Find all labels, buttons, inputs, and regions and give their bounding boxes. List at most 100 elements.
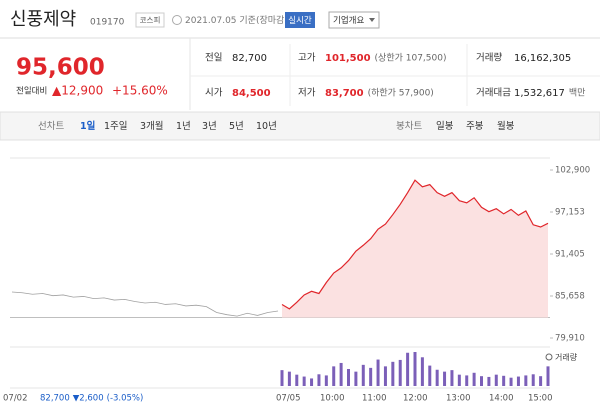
candle-tab[interactable]: 월봉 <box>497 120 515 132</box>
volume-bar <box>347 369 350 386</box>
y-tick-label: 85,658 <box>555 291 585 301</box>
realtime-button[interactable] <box>285 12 315 28</box>
volume-bar <box>406 352 410 386</box>
y-tick-label: 91,405 <box>555 250 585 260</box>
volume-bar <box>435 369 439 386</box>
candle-tab[interactable]: 일봉 <box>436 121 454 132</box>
volume-bar <box>472 372 476 386</box>
x-tick-label: 15:00 <box>528 394 553 404</box>
stat-value: 101,500 <box>325 53 371 64</box>
company-button[interactable] <box>328 11 380 29</box>
change: ▲12,900 <box>52 84 103 98</box>
volume-bar <box>317 374 321 386</box>
stat-value: 84,500 <box>232 88 271 99</box>
volume-bar <box>310 378 314 386</box>
tab-label: 봉차트 <box>396 120 422 132</box>
volume-bar <box>339 362 343 386</box>
volume-bar <box>332 366 336 386</box>
volume-bar <box>354 371 358 386</box>
stock-code: 019170 <box>90 18 125 28</box>
volume-bar <box>494 374 498 386</box>
volume-bar <box>413 352 417 386</box>
period-tab[interactable]: 3년 <box>202 121 217 132</box>
stat-label: 전일 <box>205 53 222 64</box>
stat-label: 거래량 <box>476 52 502 64</box>
volume-bar <box>280 370 284 386</box>
period-tab[interactable]: 3개월 <box>140 120 164 132</box>
stat-value: 16,162,305 <box>514 53 571 64</box>
period-tab[interactable]: 1주일 <box>104 121 128 132</box>
y-tick-label: 97,153 <box>555 207 585 217</box>
volume-bar <box>524 375 528 386</box>
volume-bar <box>465 375 469 386</box>
clock-icon <box>172 15 182 25</box>
last-rate: (-3.05%) <box>107 394 144 404</box>
volume-bar <box>420 357 424 386</box>
market-badge <box>135 12 165 28</box>
volume-bar <box>539 376 543 386</box>
volume-bar <box>450 370 454 386</box>
price-area <box>282 180 548 318</box>
tab-label: 선차트 <box>38 120 64 132</box>
volume-legend: 거래량 <box>555 352 578 362</box>
y-tick-label: 79,910 <box>555 334 585 344</box>
period-tab[interactable]: 1일 <box>80 120 96 132</box>
volume-bar <box>509 377 513 386</box>
volume-bar <box>383 366 387 386</box>
volume-bar <box>531 374 535 386</box>
volume-bar <box>502 375 506 386</box>
volume-bar <box>428 365 432 386</box>
change-label: 전일대비 <box>16 86 47 97</box>
tab-bar <box>0 111 600 141</box>
y-tick-label: 102,900 <box>555 166 590 176</box>
stat-label: 거래대금 <box>476 88 511 99</box>
stat-note: (하한가 57,900) <box>368 88 434 99</box>
volume-bar <box>295 374 299 386</box>
price: 95,600 <box>16 55 105 81</box>
last-close: 82,700 <box>40 394 70 404</box>
volume-bar <box>287 371 291 386</box>
volume-bar <box>457 374 461 386</box>
candle-tab[interactable]: 주봉 <box>466 121 484 132</box>
volume-bar <box>487 376 491 386</box>
volume-bar <box>376 359 380 386</box>
stat-note: (상한가 107,500) <box>375 53 447 64</box>
volume-legend-icon <box>545 353 553 361</box>
change-rate: +15.60% <box>112 84 168 98</box>
stat-label: 시가 <box>205 88 223 99</box>
x-tick-label: 14:00 <box>489 394 514 404</box>
stat-note: 백만 <box>569 88 586 99</box>
volume-bar <box>361 364 365 386</box>
period-tab[interactable]: 1년 <box>176 121 191 132</box>
x-tick-label: 11:00 <box>362 394 387 404</box>
period-tab[interactable]: 10년 <box>256 121 277 132</box>
stat-label: 고가 <box>298 53 316 64</box>
stat-value: 82,700 <box>232 53 267 64</box>
volume-bar <box>324 375 328 386</box>
dropdown-arrow <box>369 18 375 22</box>
period-tab[interactable]: 5년 <box>229 121 244 132</box>
volume-bar <box>391 361 395 386</box>
x-tick-label: 12:00 <box>403 394 428 404</box>
realtime[interactable]: 실시간 <box>288 15 312 26</box>
volume-bar <box>516 376 520 386</box>
stat-label: 저가 <box>298 88 316 99</box>
x-tick-label: 07/05 <box>276 394 301 404</box>
volume-bar <box>443 371 447 386</box>
date: 2021.07.05 기준(장마감) <box>185 14 288 26</box>
price-line <box>281 179 549 310</box>
last-change: ▼2,600 <box>73 394 104 404</box>
stat-value: 1,532,617 <box>514 88 565 99</box>
volume-bar <box>302 376 306 386</box>
stat-value: 83,700 <box>325 88 364 99</box>
x-tick-label: 07/02 <box>3 394 28 404</box>
volume-bar <box>398 359 402 386</box>
stock-name: 신풍제약 <box>10 9 76 30</box>
x-tick-label: 13:00 <box>446 394 471 404</box>
volume-bar <box>546 366 550 386</box>
company[interactable]: 기업개요 <box>333 15 364 26</box>
market: 코스피 <box>140 16 161 25</box>
x-tick-label: 10:00 <box>320 394 345 404</box>
volume-bar <box>480 376 483 386</box>
